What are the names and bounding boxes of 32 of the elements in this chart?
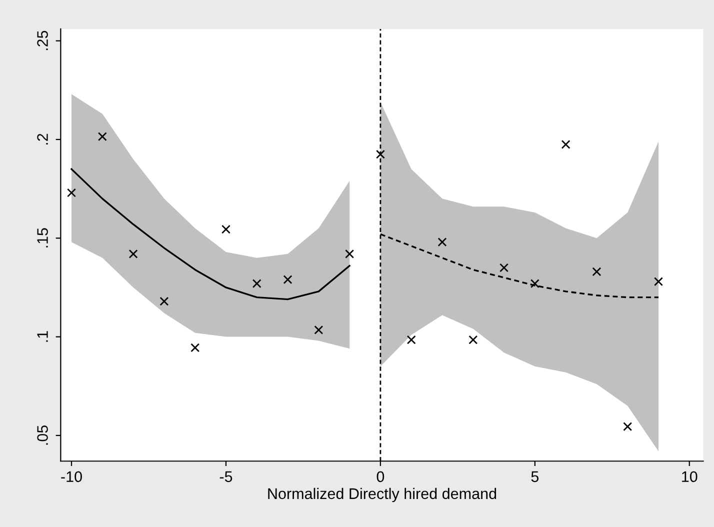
point — [592, 267, 602, 276]
point — [67, 188, 76, 198]
point — [500, 263, 509, 272]
point — [623, 422, 632, 432]
point — [561, 140, 570, 149]
point — [530, 279, 540, 288]
point — [406, 335, 416, 344]
line-series — [70, 168, 350, 300]
point — [654, 277, 663, 286]
y-tick-label: .1 — [37, 331, 48, 342]
point — [438, 238, 447, 247]
point — [468, 335, 478, 344]
x-tick-label: -10 — [61, 471, 82, 482]
point — [283, 275, 292, 284]
point — [190, 343, 200, 352]
y-tick-label: .05 — [37, 425, 48, 445]
x-tick-label: -5 — [220, 471, 232, 482]
x-axis-title: Normalized Directly hired demand — [268, 488, 496, 502]
point — [376, 150, 385, 159]
y-tick-label: .2 — [37, 134, 48, 144]
point — [252, 279, 262, 288]
point — [314, 325, 324, 334]
x-tick-label: 0 — [376, 471, 384, 482]
x-tick-label: 5 — [531, 471, 539, 482]
x-tick-label: 10 — [682, 471, 698, 482]
point — [345, 249, 354, 258]
point — [98, 132, 107, 142]
point — [160, 296, 169, 306]
point — [221, 224, 230, 234]
y-tick-label: .25 — [37, 30, 48, 50]
point — [128, 249, 138, 258]
y-tick-label: .15 — [37, 228, 48, 248]
